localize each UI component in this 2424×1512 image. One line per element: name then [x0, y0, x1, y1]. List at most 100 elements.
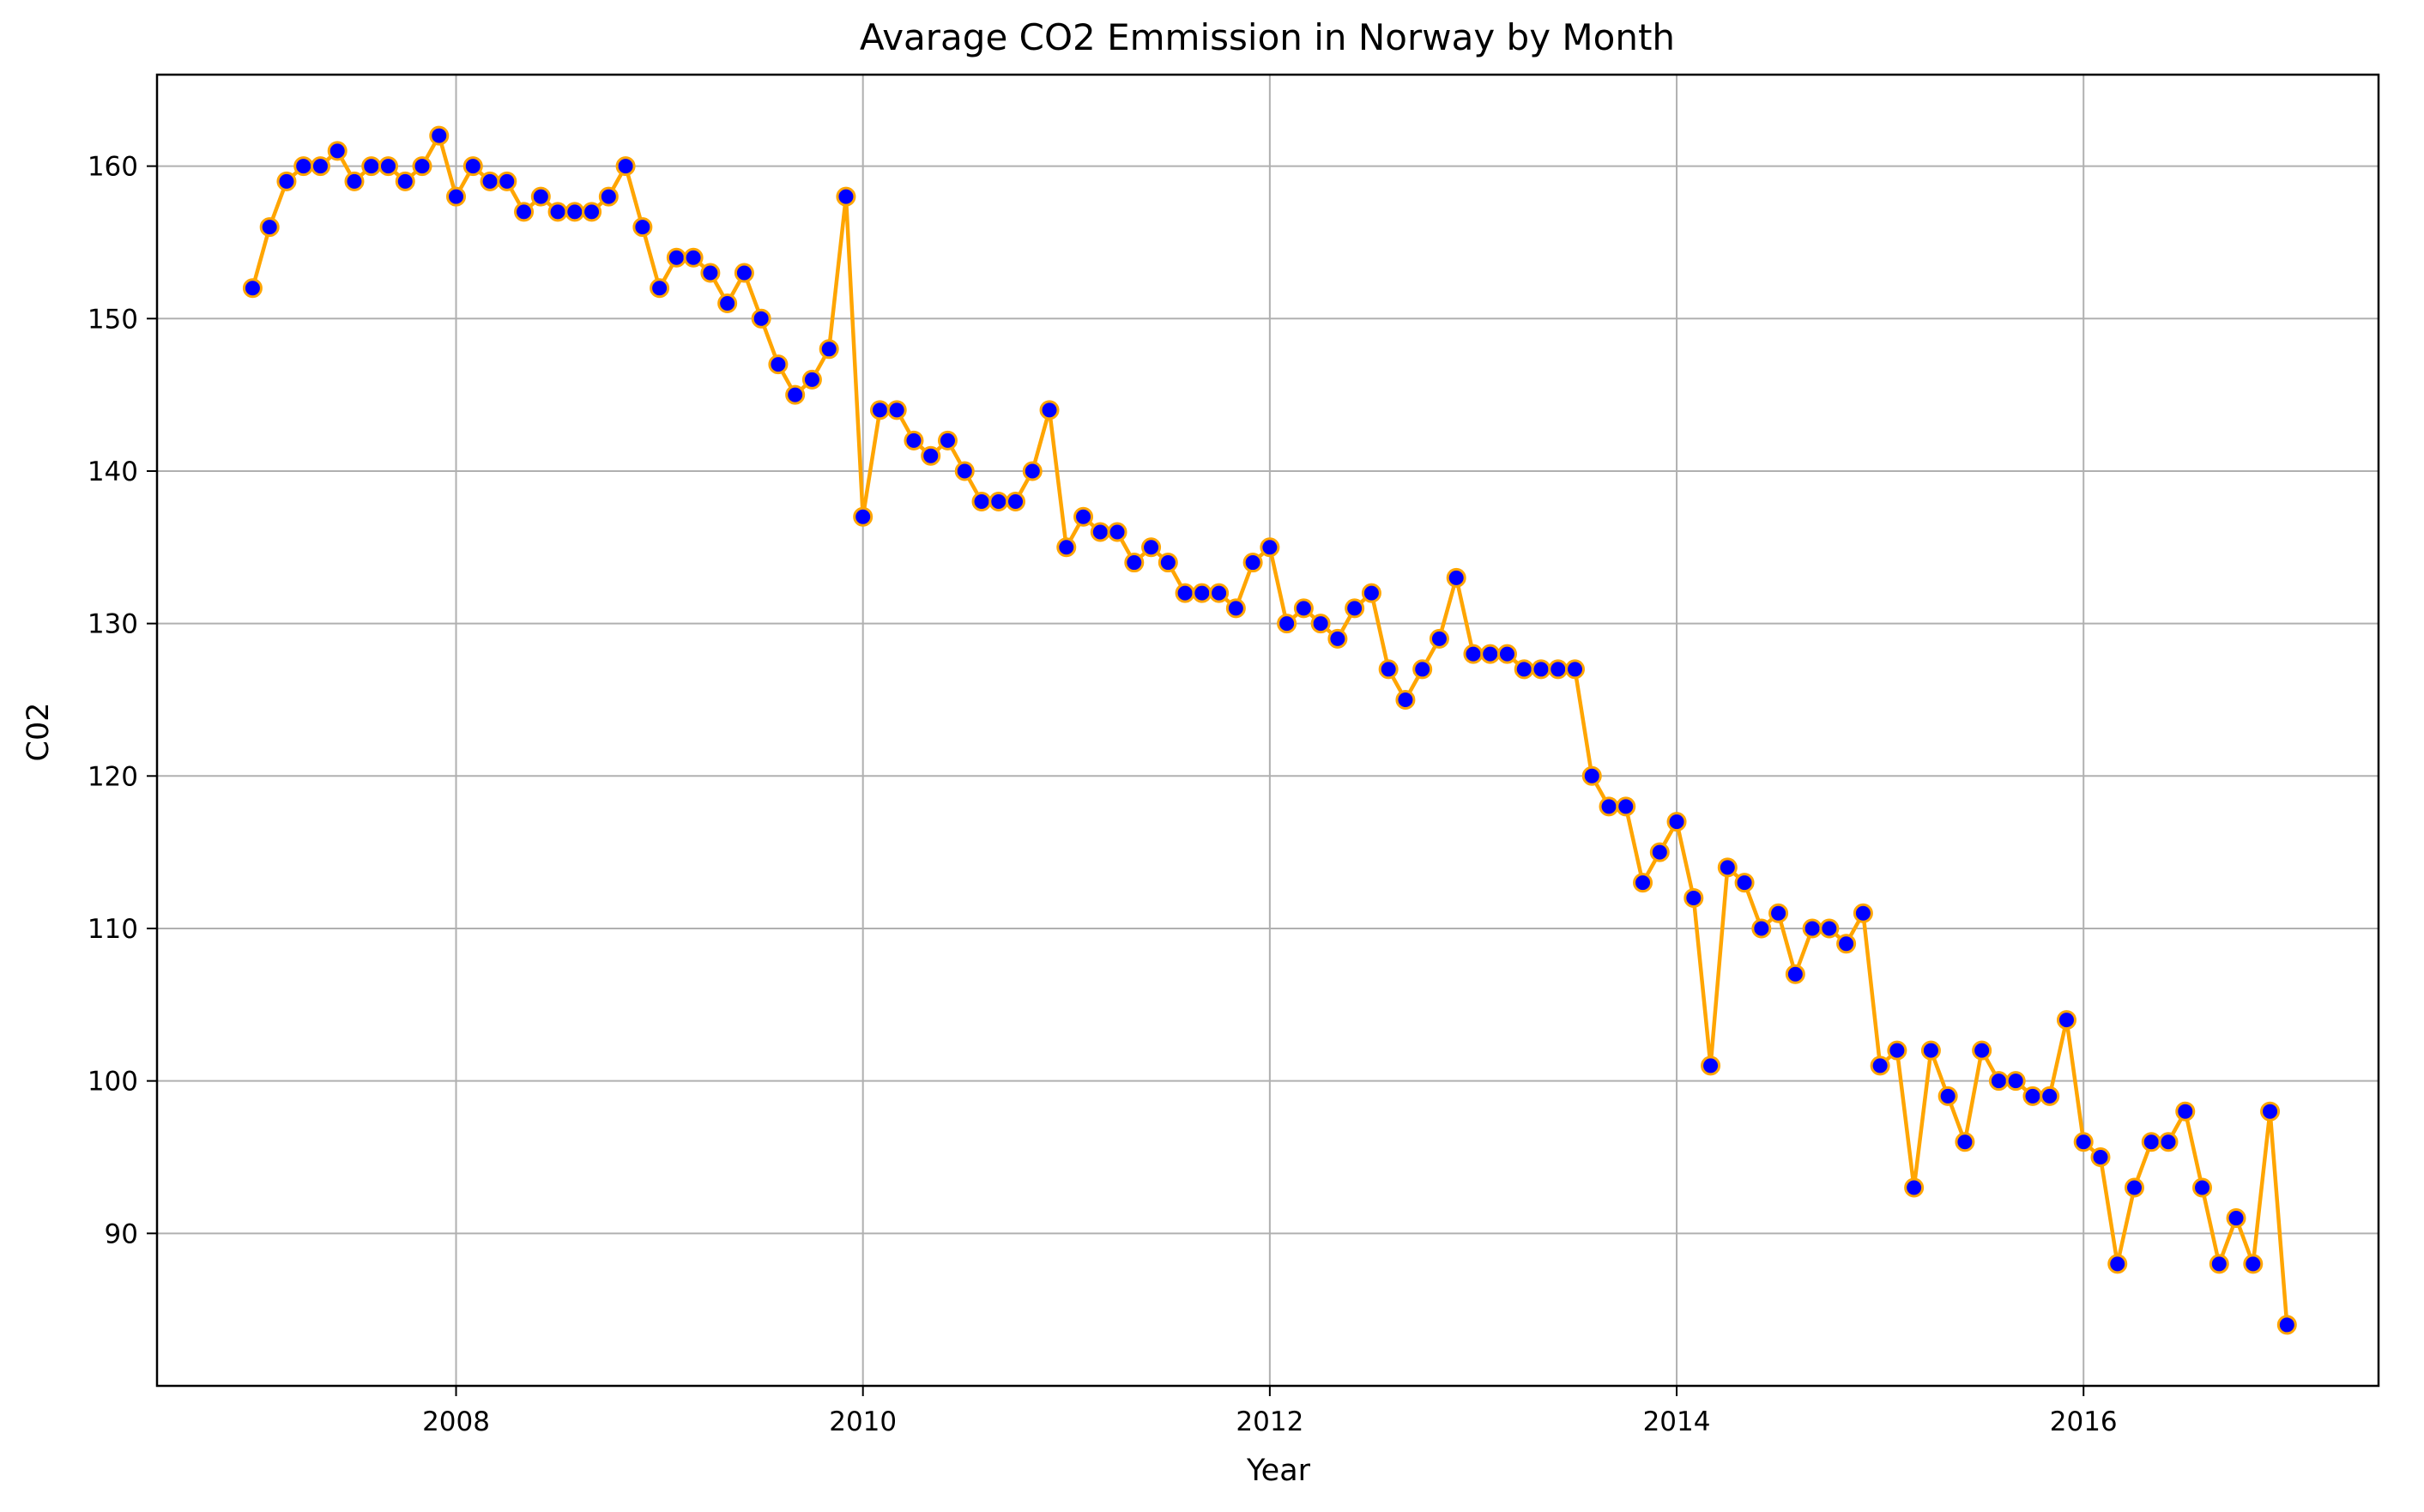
data-point	[1734, 873, 1755, 893]
data-point	[344, 171, 365, 191]
data-point	[1988, 1071, 2009, 1092]
data-point	[801, 369, 822, 390]
data-point	[1209, 583, 1230, 603]
data-point	[886, 400, 907, 420]
data-point	[1853, 903, 1873, 923]
data-point	[632, 217, 653, 238]
data-point	[751, 308, 771, 329]
data-point	[1073, 506, 1094, 527]
data-point	[293, 156, 314, 177]
data-point	[2209, 1254, 2229, 1274]
data-point	[514, 202, 535, 222]
y-tick-label: 100	[88, 1067, 138, 1098]
y-axis-label: C02	[21, 703, 56, 762]
data-point	[1684, 887, 1704, 908]
data-point	[2073, 1132, 2094, 1152]
data-point	[1463, 644, 1484, 664]
data-point	[361, 156, 382, 177]
data-point	[1277, 614, 1297, 634]
data-point	[615, 156, 636, 177]
data-point	[1158, 553, 1178, 573]
data-point	[547, 202, 568, 222]
data-point	[1565, 659, 1585, 680]
data-point	[2276, 1315, 2297, 1335]
y-tick-label: 110	[88, 914, 138, 945]
data-point	[1124, 553, 1145, 573]
data-point	[836, 186, 856, 207]
data-point	[1378, 659, 1399, 680]
data-point	[1751, 918, 1772, 939]
data-point	[734, 263, 754, 283]
data-point	[2022, 1086, 2043, 1106]
data-point	[1768, 903, 1789, 923]
data-point	[1225, 598, 1246, 619]
data-point	[497, 171, 517, 191]
data-point	[2260, 1101, 2281, 1122]
data-point	[1955, 1132, 1975, 1152]
data-point	[395, 171, 415, 191]
data-point	[2005, 1071, 2026, 1092]
data-point	[1496, 644, 1517, 664]
data-point	[1192, 583, 1212, 603]
data-point	[869, 400, 890, 420]
data-point	[1819, 918, 1840, 939]
data-point	[1345, 598, 1365, 619]
data-point	[2175, 1101, 2196, 1122]
data-point	[2056, 1010, 2076, 1031]
data-point	[1412, 659, 1433, 680]
data-point	[666, 247, 686, 268]
data-point	[598, 186, 619, 207]
plot-frame	[155, 73, 2380, 1388]
data-point	[1666, 812, 1687, 832]
data-point	[2158, 1132, 2179, 1152]
data-point	[853, 506, 873, 527]
data-point	[954, 461, 975, 481]
data-point	[785, 384, 806, 405]
data-point	[2192, 1177, 2213, 1198]
data-point	[327, 141, 348, 161]
y-tick-label: 150	[88, 304, 138, 335]
data-point	[242, 278, 263, 299]
data-point	[378, 156, 398, 177]
data-point	[1972, 1040, 1992, 1061]
data-point	[1717, 857, 1738, 878]
grid	[157, 75, 2379, 1386]
data-point	[412, 156, 432, 177]
data-point	[819, 339, 839, 360]
data-point	[1904, 1177, 1925, 1198]
data-point	[683, 247, 704, 268]
y-tick-label: 140	[88, 457, 138, 487]
data-point	[1175, 583, 1195, 603]
data-point	[530, 186, 551, 207]
data-point	[2226, 1208, 2246, 1229]
data-point	[1107, 522, 1127, 542]
data-point	[1141, 537, 1162, 558]
data-point	[1616, 796, 1636, 817]
data-point	[1649, 842, 1670, 862]
data-point	[1701, 1055, 1721, 1076]
data-point	[1395, 689, 1416, 710]
data-point	[1633, 873, 1653, 893]
data-point	[480, 171, 500, 191]
x-tick-label: 2016	[2050, 1406, 2118, 1437]
data-point	[1327, 628, 1348, 649]
data-point	[1802, 918, 1823, 939]
data-point	[1090, 522, 1110, 542]
axis-ticks: 2008 2010 2012 2014 2016 90 100 110 120 130 140 150…	[88, 152, 2118, 1437]
data-point	[1022, 461, 1043, 481]
data-point	[1887, 1040, 1907, 1061]
data-point	[1599, 796, 1619, 817]
data-point	[2124, 1177, 2144, 1198]
data-point	[988, 491, 1009, 511]
x-tick-label: 2014	[1643, 1406, 1711, 1437]
data-point	[1056, 537, 1077, 558]
data-point	[1446, 567, 1466, 588]
data-point	[1531, 659, 1551, 680]
series-layer	[242, 125, 2297, 1335]
data-point	[1920, 1040, 1941, 1061]
data-point	[1937, 1086, 1958, 1106]
data-point	[1581, 765, 1602, 786]
data-point	[446, 186, 467, 207]
